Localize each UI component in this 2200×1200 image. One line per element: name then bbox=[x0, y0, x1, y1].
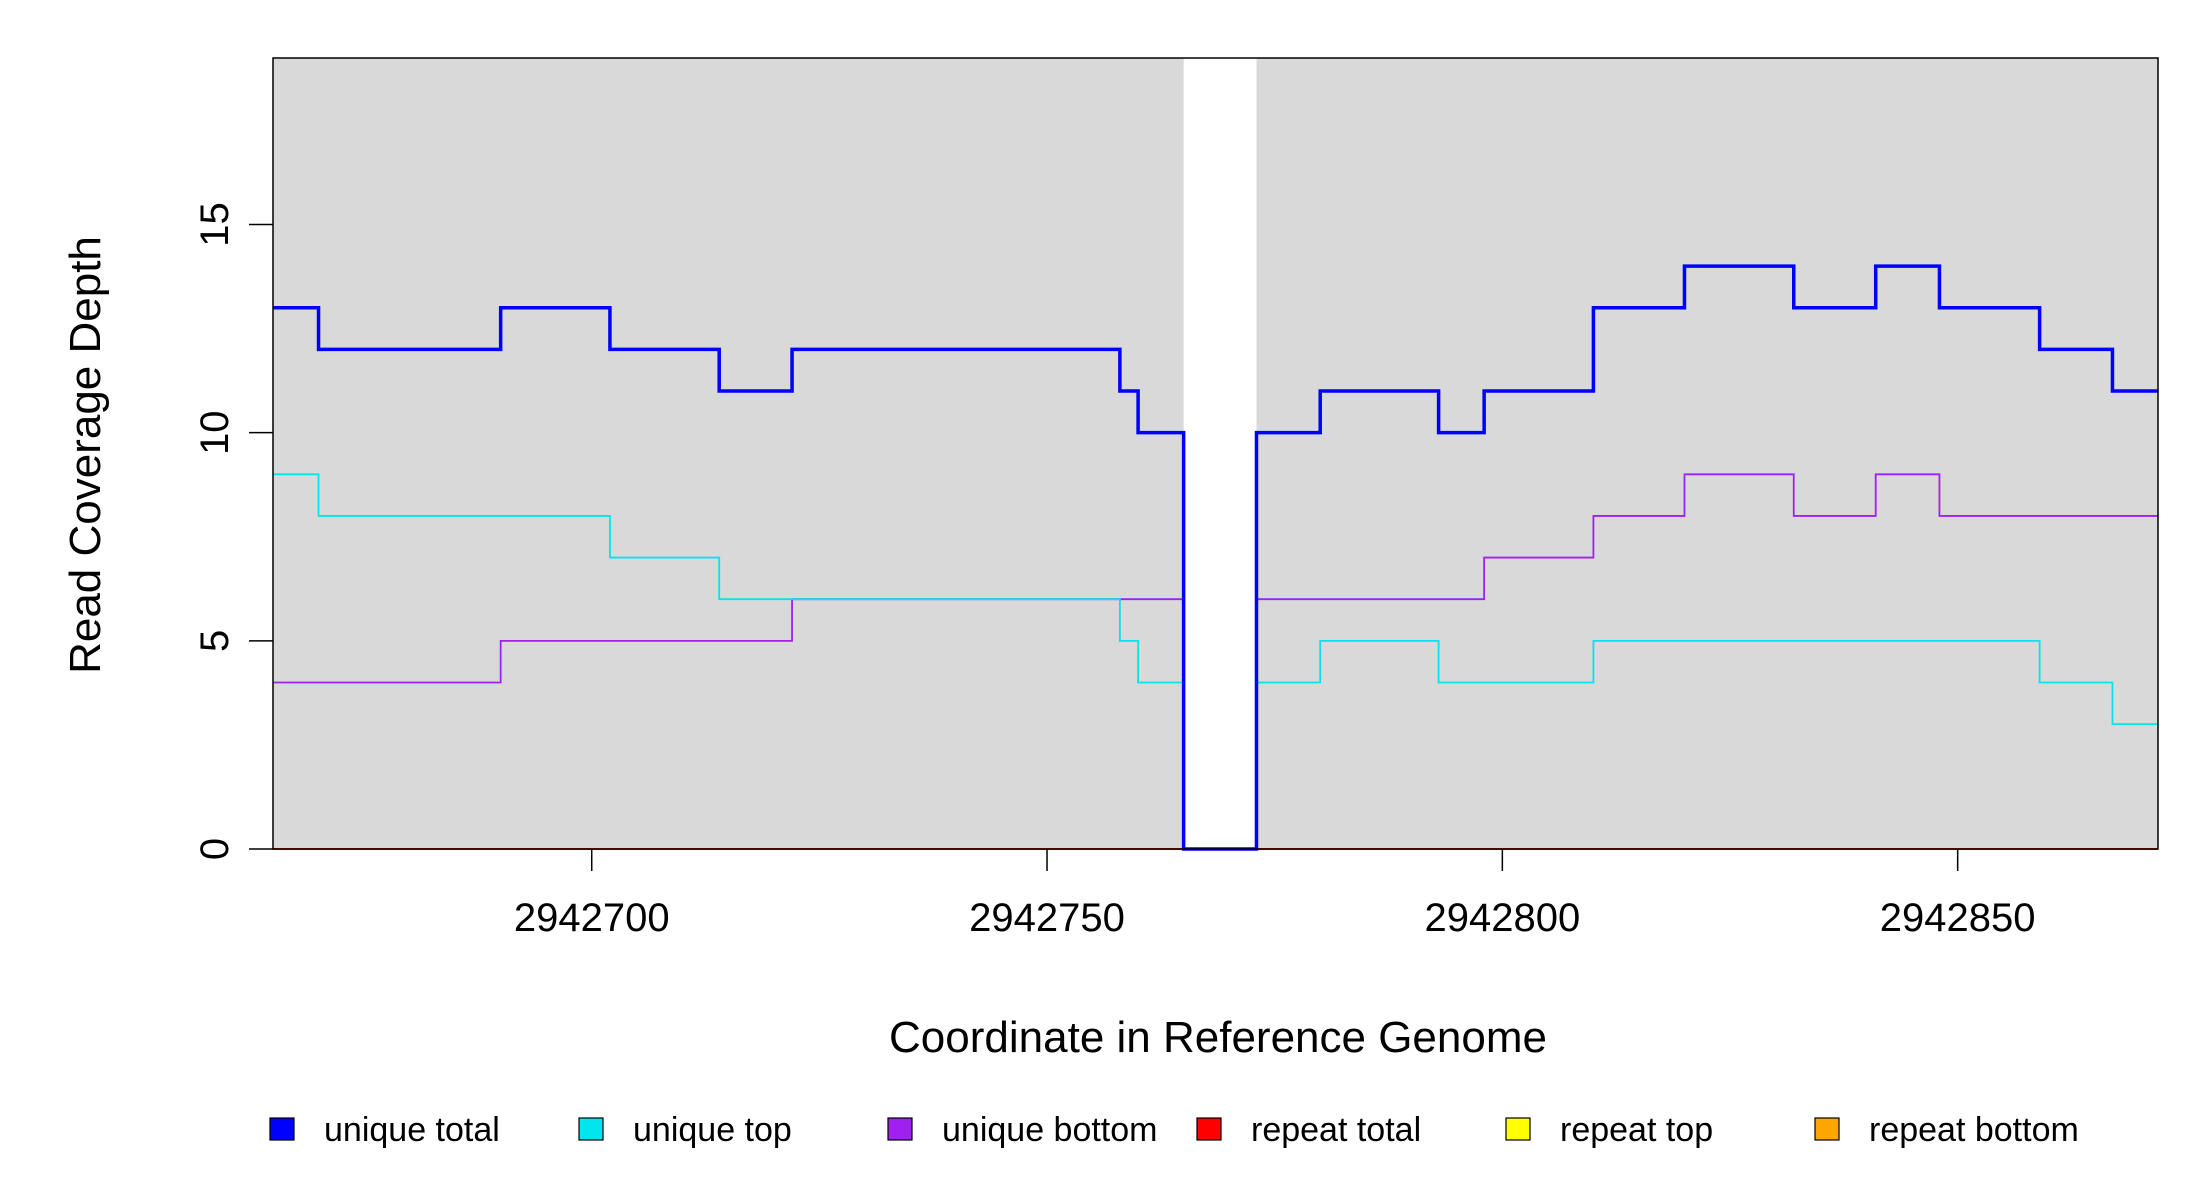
legend-label: repeat bottom bbox=[1869, 1111, 2079, 1149]
x-axis-title: Coordinate in Reference Genome bbox=[889, 1013, 1547, 1062]
legend-swatch bbox=[1196, 1117, 1222, 1141]
legend-label: unique top bbox=[633, 1111, 792, 1149]
legend-label: repeat total bbox=[1251, 1111, 1421, 1149]
legend-label: unique total bbox=[324, 1111, 500, 1149]
legend-label: unique bottom bbox=[942, 1111, 1158, 1149]
shaded-regions bbox=[273, 58, 2158, 849]
series-unique-bottom bbox=[273, 473, 2158, 850]
y-tick-label: 15 bbox=[193, 202, 237, 247]
x-tick-label: 2942700 bbox=[514, 896, 670, 940]
y-tick-label: 10 bbox=[193, 410, 237, 455]
y-axis: 0 5 10 15 bbox=[193, 202, 273, 860]
legend-swatch bbox=[269, 1117, 295, 1141]
series-unique-total bbox=[273, 264, 2158, 851]
legend-swatch bbox=[887, 1117, 913, 1141]
x-tick-label: 2942850 bbox=[1880, 896, 2036, 940]
y-tick-label: 0 bbox=[193, 838, 237, 860]
legend-swatch bbox=[1814, 1117, 1840, 1141]
y-tick-label: 5 bbox=[193, 630, 237, 652]
legend-swatch bbox=[1505, 1117, 1531, 1141]
legend-swatch bbox=[578, 1117, 604, 1141]
shaded-region-2 bbox=[1256, 58, 2158, 849]
x-axis: 2942700 2942750 2942800 2942850 bbox=[514, 849, 2036, 940]
x-tick-label: 2942800 bbox=[1424, 896, 1580, 940]
legend: unique total unique top unique bottom repea… bbox=[269, 1111, 2079, 1149]
shaded-region-1 bbox=[273, 58, 1184, 849]
x-tick-label: 2942750 bbox=[969, 896, 1125, 940]
legend-label: repeat top bbox=[1560, 1111, 1713, 1149]
y-axis-title: Read Coverage Depth bbox=[61, 236, 110, 674]
plot-frame bbox=[272, 57, 2159, 850]
